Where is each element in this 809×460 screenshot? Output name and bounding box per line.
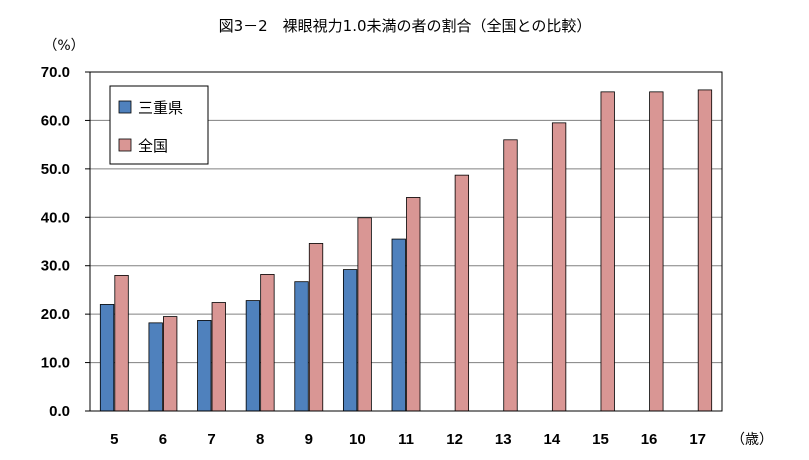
y-tick-label: 40.0 <box>41 209 70 226</box>
x-tick-label: 5 <box>110 431 118 448</box>
y-tick-label: 10.0 <box>41 355 70 372</box>
bar-national <box>260 274 275 412</box>
bar-national <box>406 197 421 412</box>
legend-label-mie: 三重県 <box>138 99 183 117</box>
y-tick-label: 70.0 <box>41 64 70 81</box>
bar-national <box>357 217 372 412</box>
y-axis-unit: （%） <box>43 38 84 54</box>
y-tick-label: 20.0 <box>41 306 70 323</box>
x-tick-label: 6 <box>159 431 167 448</box>
bar-national <box>649 91 664 412</box>
x-axis-unit: （歳） <box>731 432 773 448</box>
bars <box>99 89 713 412</box>
chart-title: 図3－2 裸眼視力1.0未満の者の割合（全国との比較） <box>219 17 592 35</box>
bar-national <box>163 316 178 412</box>
bar-national <box>600 91 615 412</box>
x-tick-label: 17 <box>689 431 706 448</box>
x-tick-label: 8 <box>256 431 264 448</box>
legend-label-national: 全国 <box>138 137 168 155</box>
x-tick-label: 13 <box>495 431 512 448</box>
y-tick-labels: 0.0 10.0 20.0 30.0 40.0 50.0 60.0 70.0 <box>41 64 70 420</box>
x-tick-label: 12 <box>446 431 463 448</box>
bar-mie <box>294 281 309 412</box>
bar-mie <box>148 322 163 412</box>
bar-national <box>308 243 324 412</box>
x-tick-labels: 5 6 7 8 9 10 11 12 13 14 15 16 17 <box>110 431 706 448</box>
legend-swatch-national <box>118 138 132 152</box>
y-tick-label: 60.0 <box>41 112 70 129</box>
bar-national <box>697 89 713 412</box>
bar-national <box>114 274 129 412</box>
axes <box>85 71 723 412</box>
bar-mie <box>99 304 115 412</box>
x-tick-label: 9 <box>305 431 313 448</box>
y-tick-label: 50.0 <box>41 161 70 178</box>
bar-mie <box>342 269 358 412</box>
legend-swatch-mie <box>118 100 132 114</box>
bar-mie <box>245 300 261 412</box>
y-tick-label: 0.0 <box>49 403 70 420</box>
x-tick-label: 11 <box>398 431 414 448</box>
x-tick-label: 14 <box>544 431 561 448</box>
x-tick-label: 7 <box>207 431 215 448</box>
bar-national <box>211 302 226 412</box>
legend: 三重県 全国 <box>109 85 209 165</box>
x-tick-label: 16 <box>641 431 658 448</box>
bar-mie <box>197 320 212 412</box>
plot-frame <box>89 71 723 412</box>
y-tick-label: 30.0 <box>41 258 70 275</box>
bar-mie <box>391 238 406 412</box>
bar-national <box>503 139 518 412</box>
bar-national <box>551 122 567 412</box>
bar-national <box>454 174 470 412</box>
x-tick-label: 15 <box>592 431 609 448</box>
x-tick-label: 10 <box>349 431 366 448</box>
